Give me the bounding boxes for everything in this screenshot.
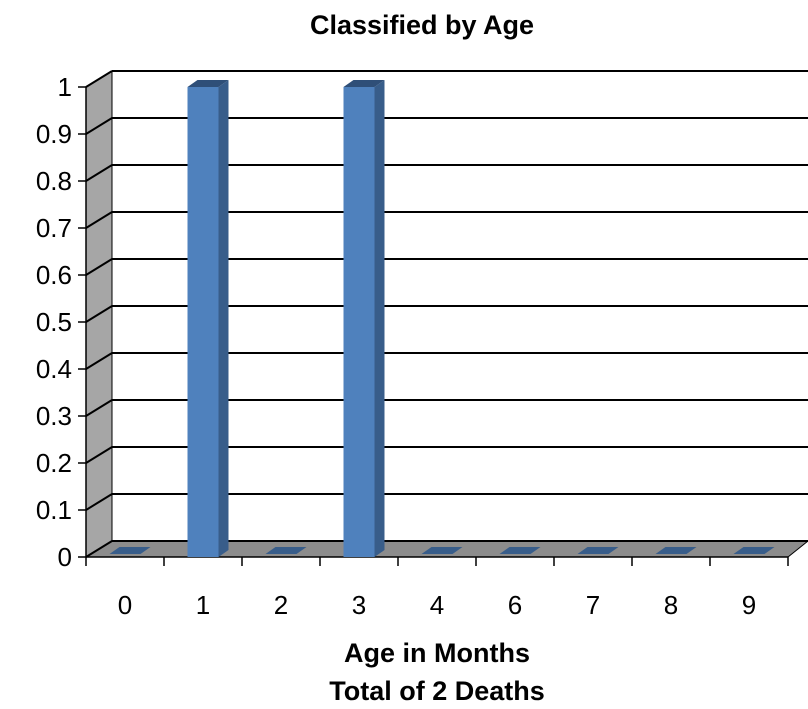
x-axis-label: Age in Months: [344, 638, 530, 668]
x-tick-label: 2: [274, 590, 288, 620]
x-tick-label: 7: [586, 590, 600, 620]
bar-top: [343, 80, 385, 87]
y-tick-label: 0: [58, 542, 72, 572]
gridline-depth: [85, 540, 113, 558]
gridline-depth: [85, 70, 113, 88]
y-tick-label: 0.8: [36, 166, 72, 196]
bar: [187, 87, 219, 557]
x-axis-sublabel: Total of 2 Deaths: [329, 676, 545, 706]
bars: [109, 80, 775, 557]
y-tick-label: 0.2: [36, 448, 72, 478]
gridline-depth: [85, 446, 113, 464]
bar: [109, 547, 151, 554]
gridline-depth: [85, 352, 113, 370]
gridline-depth: [85, 258, 113, 276]
x-tick-label: 6: [508, 590, 522, 620]
bar: [655, 547, 697, 554]
y-tick-label: 0.9: [36, 119, 72, 149]
bar-side: [218, 80, 229, 557]
gridline-depth: [85, 399, 113, 417]
bar: [733, 547, 775, 554]
gridline-depth: [85, 305, 113, 323]
y-tick-label: 0.3: [36, 401, 72, 431]
x-tick-label: 4: [430, 590, 444, 620]
x-axis-ticks: 0 1 2 3 4 6 7 8 9: [85, 557, 789, 620]
y-tick-label: 0.5: [36, 307, 72, 337]
x-tick-label: 3: [352, 590, 366, 620]
bar: [577, 547, 619, 554]
y-tick-label: 0.6: [36, 260, 72, 290]
bar: [421, 547, 463, 554]
x-tick-label: 8: [664, 590, 678, 620]
bar-top: [187, 80, 229, 87]
gridline-depth: [85, 493, 113, 511]
chart-title: Classified by Age: [310, 10, 534, 40]
y-axis-ticks: 0 0.1 0.2 0.3 0.4 0.5 0.6 0.7 0.8 0.9 1: [36, 72, 72, 572]
bar: [265, 547, 307, 554]
y-tick-label: 1: [58, 72, 72, 102]
gridline-depth: [85, 164, 113, 182]
bar-side: [374, 80, 385, 557]
gridline-depth: [85, 211, 113, 229]
bar: [343, 87, 375, 557]
gridline-depth: [85, 117, 113, 135]
bar: [499, 547, 541, 554]
y-tick-label: 0.7: [36, 213, 72, 243]
y-tick-label: 0.4: [36, 354, 72, 384]
x-tick-label: 1: [196, 590, 210, 620]
y-tick-label: 0.1: [36, 495, 72, 525]
x-tick-label: 0: [118, 590, 132, 620]
x-tick-label: 9: [742, 590, 756, 620]
